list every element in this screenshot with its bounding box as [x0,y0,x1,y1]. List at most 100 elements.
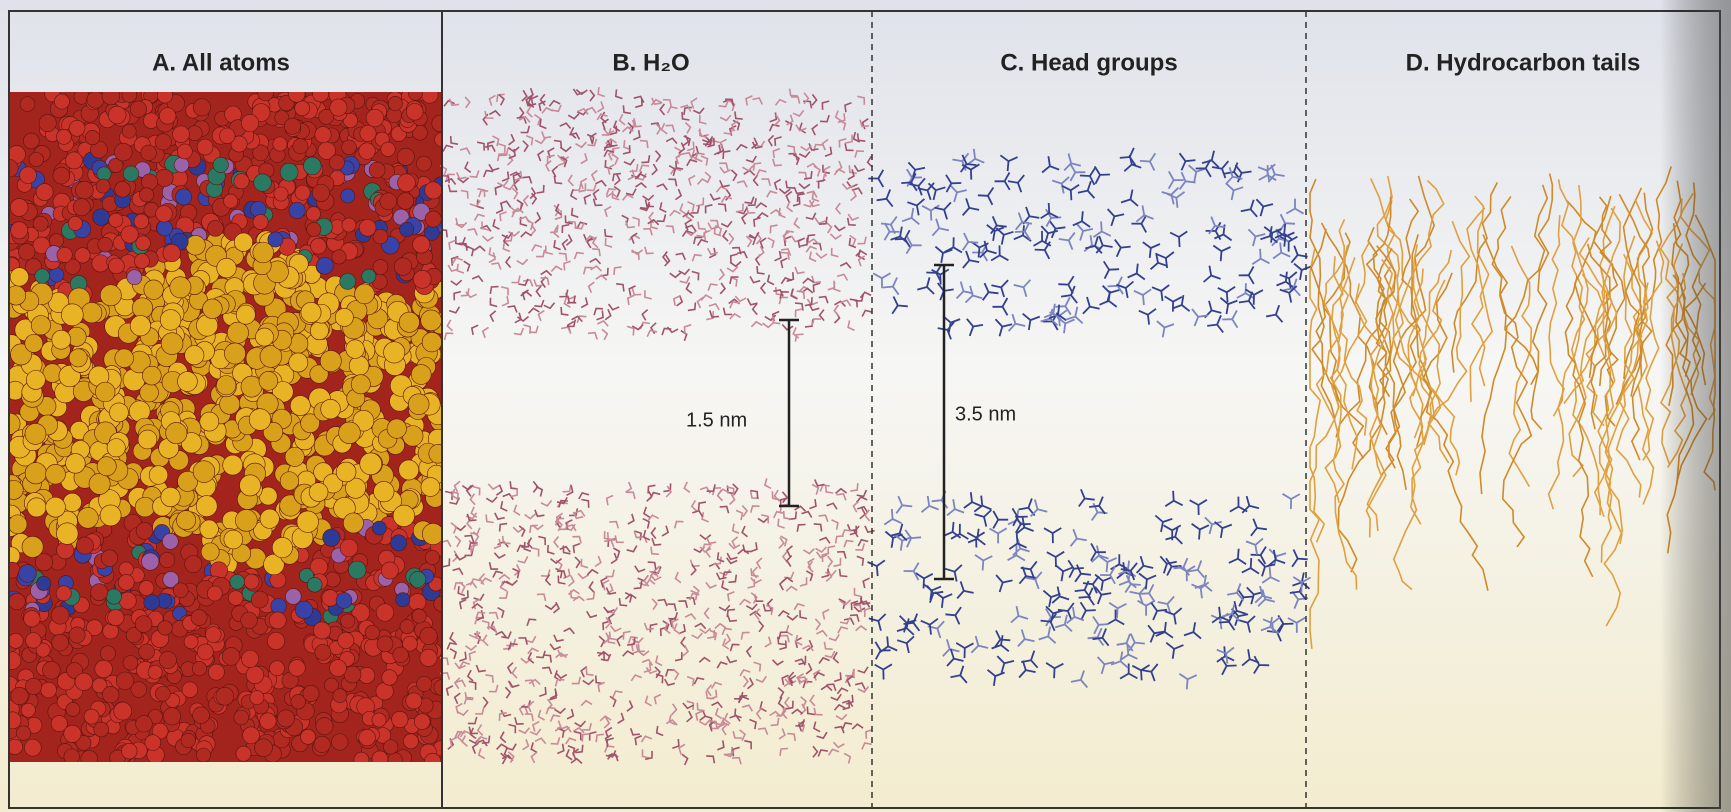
atom [241,114,259,132]
atom [332,250,346,264]
atom [76,181,94,199]
atom [144,594,160,610]
atom [310,322,328,340]
atom [235,509,257,531]
atom [394,258,412,276]
atom [224,530,243,549]
atom [420,627,437,644]
atom [155,686,170,701]
atom [10,268,28,286]
atom [359,143,376,160]
atom [181,733,196,748]
atom [425,182,442,199]
atom [216,375,235,394]
panel-title: C. Head groups [1000,49,1177,76]
atom [73,199,90,216]
atom [295,601,313,619]
atom [134,254,149,269]
atom [130,101,146,117]
atom [340,539,358,557]
atom [16,726,30,740]
atom [68,216,82,230]
atom [52,634,69,651]
atom [223,455,243,475]
atom [399,312,419,332]
atom [87,91,104,108]
atom [163,708,180,725]
atom [255,328,273,346]
atom [100,285,121,306]
atom [23,133,39,149]
atom [27,498,46,517]
atom [200,520,219,539]
atom [260,713,277,730]
atom [94,722,109,737]
all-atoms-render [0,85,452,770]
atom [182,682,198,698]
atom [399,460,419,480]
atom [290,396,310,416]
atom [384,342,405,363]
atom [322,590,339,607]
atom [309,483,328,502]
atom [333,689,347,703]
atom [197,644,213,660]
atom [33,216,48,231]
atom [156,205,173,222]
panel-title: A. All atoms [152,49,290,76]
atom [69,349,87,367]
atom [391,535,407,551]
atom [289,202,305,218]
atom [85,130,100,145]
atom [393,505,414,526]
atom [224,194,238,208]
atom [303,685,319,701]
atom [142,553,159,570]
atom [425,211,441,227]
atom [216,687,234,705]
atom [52,330,71,349]
atom [403,734,418,749]
atom [205,627,221,643]
atom [173,126,190,143]
atom [362,269,376,283]
atom [193,99,210,116]
atom [26,633,42,649]
atom [136,715,153,732]
atom [377,636,393,652]
atom [373,260,388,275]
atom [336,462,356,482]
atom [240,475,261,496]
atom [201,543,219,561]
atom [349,356,369,376]
atom [342,218,356,232]
atom [410,571,426,587]
atom [98,237,113,252]
atom [174,157,189,172]
atom [138,430,157,449]
atom [343,513,363,533]
atom [313,622,330,639]
atom [140,383,159,402]
atom [241,650,258,667]
atom [387,419,406,438]
atom [303,157,321,175]
atom [56,129,71,144]
atom [186,235,206,255]
atom [18,244,35,261]
atom [132,298,152,318]
atom [135,497,155,517]
atom [155,134,171,150]
atom [341,189,355,203]
atom [54,94,69,109]
atom [196,748,210,762]
atom [269,612,286,629]
atom [253,242,274,263]
atom [25,334,43,352]
atom [351,375,370,394]
atom [314,736,330,752]
atom [136,236,151,251]
atom [320,350,341,371]
atom [191,610,207,626]
atom [63,493,81,511]
